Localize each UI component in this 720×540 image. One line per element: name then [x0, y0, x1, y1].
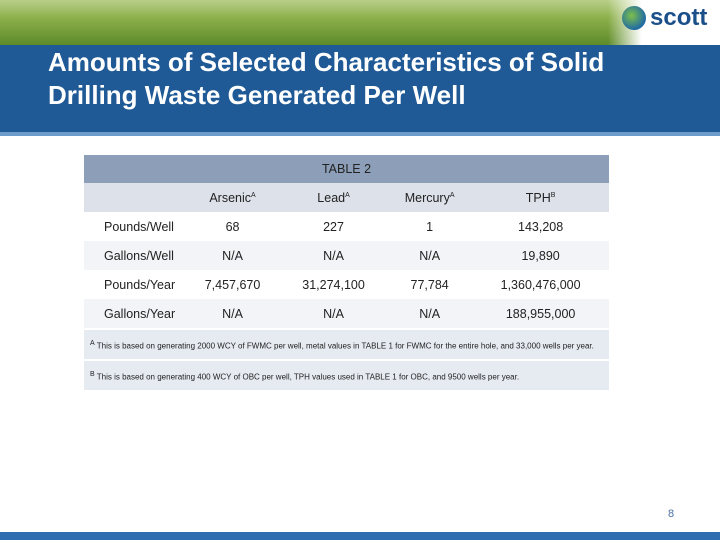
cell: N/A: [387, 299, 473, 329]
cell: 227: [280, 212, 388, 241]
row-label: Gallons/Year: [84, 299, 185, 329]
cell: N/A: [280, 299, 388, 329]
footnote-marker: B: [90, 370, 95, 378]
cell: 68: [185, 212, 281, 241]
bottom-stripe: [0, 532, 720, 540]
cell: 143,208: [472, 212, 609, 241]
footnote: A This is based on generating 2000 WCY o…: [84, 328, 609, 360]
cell: 31,274,100: [280, 270, 388, 299]
table-row: Gallons/Year N/A N/A N/A 188,955,000: [84, 299, 609, 329]
caption: TABLE 2: [84, 155, 609, 183]
column-name: Arsenic: [209, 190, 252, 205]
column-note: A: [251, 191, 256, 199]
row-label: Gallons/Well: [84, 241, 185, 270]
page-number: 8: [668, 508, 675, 520]
cell: N/A: [185, 299, 281, 329]
table-row: Gallons/Well N/A N/A N/A 19,890: [84, 241, 609, 270]
header-cell: [84, 183, 185, 212]
footnote-text: This is based on generating 2000 WCY of …: [96, 341, 594, 351]
footnote-row: A This is based on generating 2000 WCY o…: [84, 328, 609, 360]
table-row: Pounds/Year 7,457,670 31,274,100 77,784 1,36…: [84, 270, 609, 299]
cell: N/A: [387, 241, 473, 270]
column-name: Lead: [317, 190, 346, 205]
cell: 188,955,000: [472, 299, 609, 329]
cell: 1,360,476,000: [472, 270, 609, 299]
column-note: B: [550, 191, 556, 199]
title-band: [0, 45, 720, 136]
cell: N/A: [280, 241, 388, 270]
column-name: Mercury: [404, 190, 450, 205]
cell: 77,784: [387, 270, 473, 299]
footnote-text: This is based on generating 400 WCY of O…: [96, 372, 520, 382]
title: Amounts of Selected Characteristics of S…: [48, 47, 605, 110]
logo-icon: [622, 6, 646, 30]
cell: 19,890: [472, 241, 609, 270]
header-cell: TPHB: [472, 183, 609, 212]
column-note: A: [449, 191, 455, 199]
cell: 7,457,670: [185, 270, 281, 299]
row-label: Pounds/Well: [84, 212, 185, 241]
row-label: Pounds/Year: [84, 270, 185, 299]
data-table: TABLE 2 ArsenicA LeadA MercuryA TPHB Pounds/W…: [84, 155, 609, 390]
header-cell: LeadA: [280, 183, 388, 212]
cell: 1: [387, 212, 473, 241]
header-row: ArsenicA LeadA MercuryA TPHB: [84, 183, 609, 212]
column-note: A: [345, 191, 350, 199]
header-cell: MercuryA: [387, 183, 473, 212]
column-name: TPH: [525, 190, 551, 205]
footnote-row: B This is based on generating 400 WCY of…: [84, 359, 609, 390]
footnote: B This is based on generating 400 WCY of…: [84, 359, 609, 390]
header-cell: ArsenicA: [185, 183, 281, 212]
cell: N/A: [185, 241, 281, 270]
logo: scott: [650, 4, 708, 31]
table-row: Pounds/Well 68 227 1 143,208: [84, 212, 609, 241]
banner-image: [0, 0, 720, 45]
footnote-marker: A: [90, 339, 95, 347]
caption-row: TABLE 2: [84, 155, 609, 183]
